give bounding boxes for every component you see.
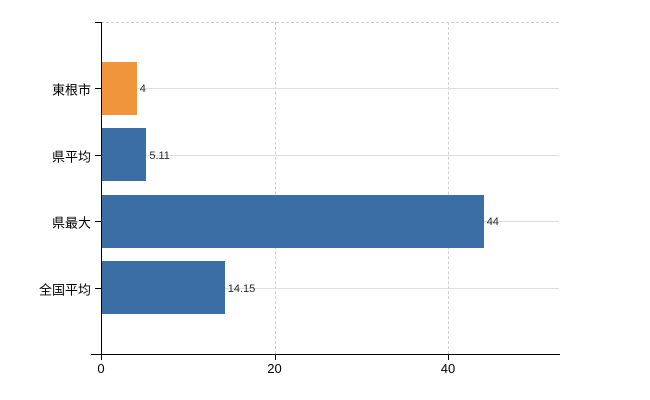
bar xyxy=(102,128,147,182)
bar-value-label: 14.15 xyxy=(227,282,256,295)
x-tick-label: 0 xyxy=(97,361,105,376)
y-axis-tick xyxy=(95,154,101,156)
bar xyxy=(102,194,484,248)
v-gridline xyxy=(274,22,276,354)
category-label: 県平均 xyxy=(51,149,91,165)
bar xyxy=(102,61,137,115)
category-label: 全国平均 xyxy=(38,282,91,298)
x-axis-tick xyxy=(274,355,276,360)
bar-value-label: 5.11 xyxy=(149,149,170,162)
y-axis-tick xyxy=(95,287,101,289)
plot-top-border xyxy=(101,22,559,23)
y-axis xyxy=(101,22,102,355)
bar-value-label: 44 xyxy=(486,216,499,229)
h-gridline xyxy=(101,287,559,289)
bar xyxy=(102,261,225,315)
category-label: 県最大 xyxy=(51,215,91,231)
v-gridline xyxy=(448,22,449,354)
x-tick-label: 40 xyxy=(440,361,456,376)
h-gridline xyxy=(101,88,559,90)
category-label: 東根市 xyxy=(51,82,91,98)
x-axis-tick xyxy=(448,355,449,360)
h-gridline xyxy=(101,154,559,156)
x-axis-tick xyxy=(101,355,102,360)
y-axis-tick xyxy=(95,221,101,223)
bar-value-label: 4 xyxy=(139,83,146,96)
x-axis xyxy=(91,354,560,355)
x-tick-label: 20 xyxy=(267,361,282,376)
y-axis-top-tick xyxy=(95,22,101,23)
y-axis-tick xyxy=(95,88,101,90)
